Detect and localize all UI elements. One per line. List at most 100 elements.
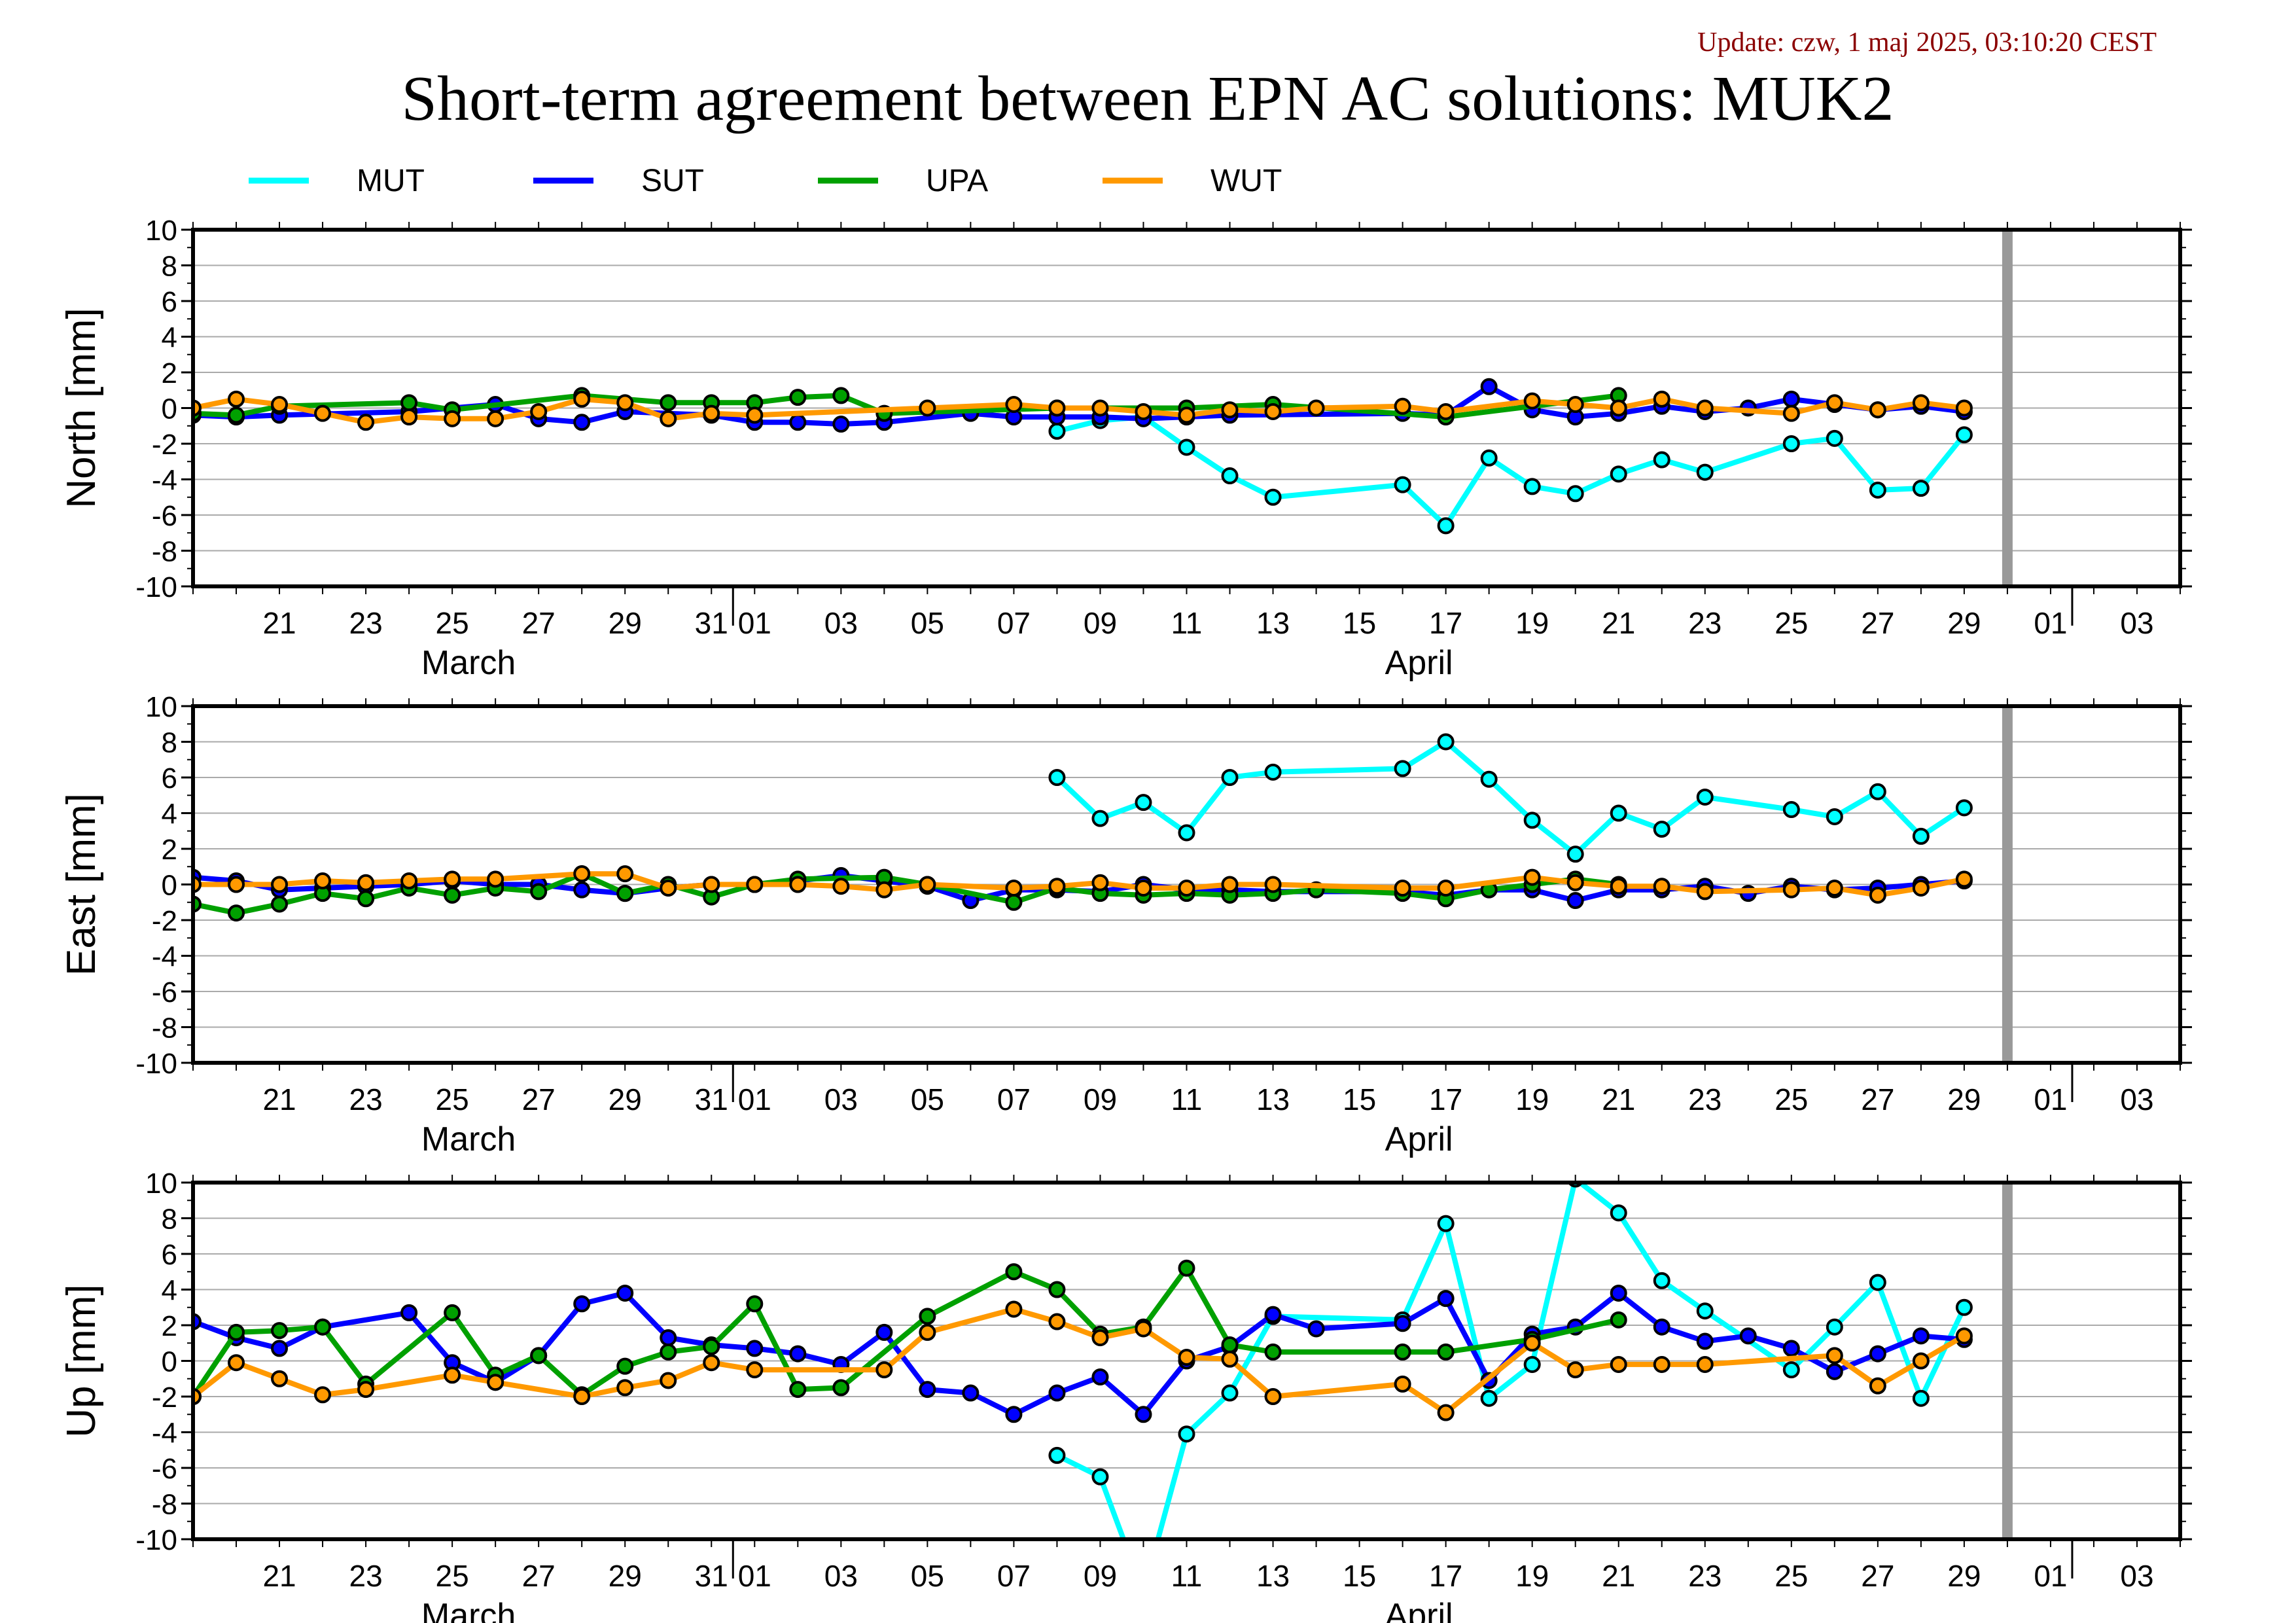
data-point-upa <box>271 1322 289 1340</box>
data-point-wut <box>1610 399 1627 417</box>
data-point-wut <box>314 404 332 422</box>
data-point-wut <box>1566 396 1584 414</box>
y-tick-label: 0 <box>162 870 177 902</box>
x-tick-label: 27 <box>1861 1559 1894 1593</box>
legend-label: UPA <box>926 164 988 198</box>
x-tick-label: 07 <box>997 1559 1031 1593</box>
data-point-mut <box>1826 429 1843 447</box>
y-tick-label: 0 <box>162 393 177 425</box>
data-point-wut <box>703 1354 720 1372</box>
data-point-wut <box>1135 879 1152 897</box>
x-tick-label: 21 <box>1602 1559 1635 1593</box>
data-point-wut <box>1005 396 1023 414</box>
data-point-upa <box>357 890 375 908</box>
data-point-mut <box>1178 438 1195 456</box>
data-point-wut <box>1653 1355 1670 1373</box>
data-point-wut <box>1826 1347 1843 1364</box>
data-point-wut <box>1048 878 1066 895</box>
data-point-upa <box>1048 1281 1066 1298</box>
data-point-upa <box>616 1357 634 1375</box>
data-point-wut <box>1048 1313 1066 1330</box>
y-tick-label: -6 <box>152 976 177 1008</box>
data-point-wut <box>660 879 677 897</box>
y-axis-label: East [mm] <box>59 793 104 976</box>
x-tick-label: 11 <box>1171 606 1203 640</box>
data-point-sut <box>1869 1345 1886 1363</box>
data-point-mut <box>1480 449 1498 467</box>
series-line-sut <box>193 1291 1965 1418</box>
y-tick-label: -2 <box>152 905 177 937</box>
data-point-wut <box>1091 1329 1109 1347</box>
data-point-wut <box>660 410 677 427</box>
data-point-mut <box>1264 488 1282 506</box>
x-tick-label: 01 <box>738 1559 771 1593</box>
update-timestamp: Update: czw, 1 maj 2025, 03:10:20 CEST <box>1697 27 2157 58</box>
data-point-wut <box>616 865 634 883</box>
data-point-mut <box>1136 1586 1150 1600</box>
data-point-wut <box>1437 1404 1455 1421</box>
data-point-sut <box>616 1284 634 1302</box>
data-point-sut <box>789 1345 807 1363</box>
data-point-sut <box>1264 1306 1282 1323</box>
x-tick-label: 11 <box>1171 1082 1203 1116</box>
data-point-wut <box>1696 399 1714 417</box>
x-tick-label: 19 <box>1515 1559 1549 1593</box>
series-group <box>193 378 1973 535</box>
x-tick-label: 27 <box>1861 606 1894 640</box>
data-point-wut <box>228 390 245 408</box>
x-tick-label: 03 <box>824 606 858 640</box>
data-point-sut <box>1696 1332 1714 1350</box>
data-point-mut <box>1653 821 1670 838</box>
data-point-upa <box>1394 1343 1411 1361</box>
x-tick-label: 29 <box>609 1082 642 1116</box>
x-tick-label: 21 <box>262 1082 296 1116</box>
x-tick-label: 23 <box>1688 1082 1722 1116</box>
data-point-wut <box>1869 1377 1886 1395</box>
data-point-upa <box>271 895 289 913</box>
data-point-upa <box>832 387 850 404</box>
x-tick-label: 25 <box>1775 606 1808 640</box>
data-point-wut <box>487 870 504 888</box>
month-label: April <box>1385 1597 1453 1623</box>
data-point-wut <box>1394 1375 1411 1393</box>
x-tick-label: 05 <box>911 606 944 640</box>
data-point-mut <box>1437 1215 1455 1232</box>
data-point-upa <box>314 1318 332 1336</box>
data-point-wut <box>573 865 591 883</box>
x-tick-label: 19 <box>1515 1082 1549 1116</box>
data-point-wut <box>1955 1327 1973 1345</box>
data-point-sut <box>1437 1290 1455 1308</box>
data-point-wut <box>487 410 504 427</box>
x-tick-label: 09 <box>1084 1082 1117 1116</box>
data-point-wut <box>1005 879 1023 897</box>
y-tick-label: 2 <box>162 1310 177 1342</box>
data-point-wut <box>271 1370 289 1387</box>
series-line-mut <box>1055 1183 1967 1539</box>
data-point-wut <box>1869 886 1886 904</box>
data-point-wut <box>444 870 461 888</box>
data-point-mut <box>1480 770 1498 788</box>
data-point-mut <box>1955 426 1973 444</box>
data-point-mut <box>1135 794 1152 812</box>
data-point-mut <box>1955 799 1973 817</box>
data-point-sut <box>400 1304 418 1321</box>
data-point-wut <box>1782 404 1800 422</box>
y-tick-label: 10 <box>145 691 177 723</box>
month-label: March <box>421 644 516 682</box>
data-point-mut <box>1178 824 1195 842</box>
x-tick-label: 19 <box>1515 606 1549 640</box>
x-tick-label: 23 <box>1688 606 1722 640</box>
data-point-wut <box>228 1354 245 1372</box>
data-point-mut <box>1048 1446 1066 1464</box>
x-tick-label: 21 <box>262 606 296 640</box>
data-point-wut <box>703 876 720 893</box>
data-point-wut <box>1221 401 1239 419</box>
data-point-sut <box>832 416 850 433</box>
x-tick-label: 01 <box>738 606 771 640</box>
data-point-wut <box>1912 394 1930 412</box>
data-point-mut <box>1437 517 1455 535</box>
x-tick-label: 21 <box>1602 606 1635 640</box>
legend-item-wut: WUT <box>1103 164 1282 198</box>
data-point-wut <box>746 1361 764 1379</box>
data-point-sut <box>1048 1384 1066 1402</box>
